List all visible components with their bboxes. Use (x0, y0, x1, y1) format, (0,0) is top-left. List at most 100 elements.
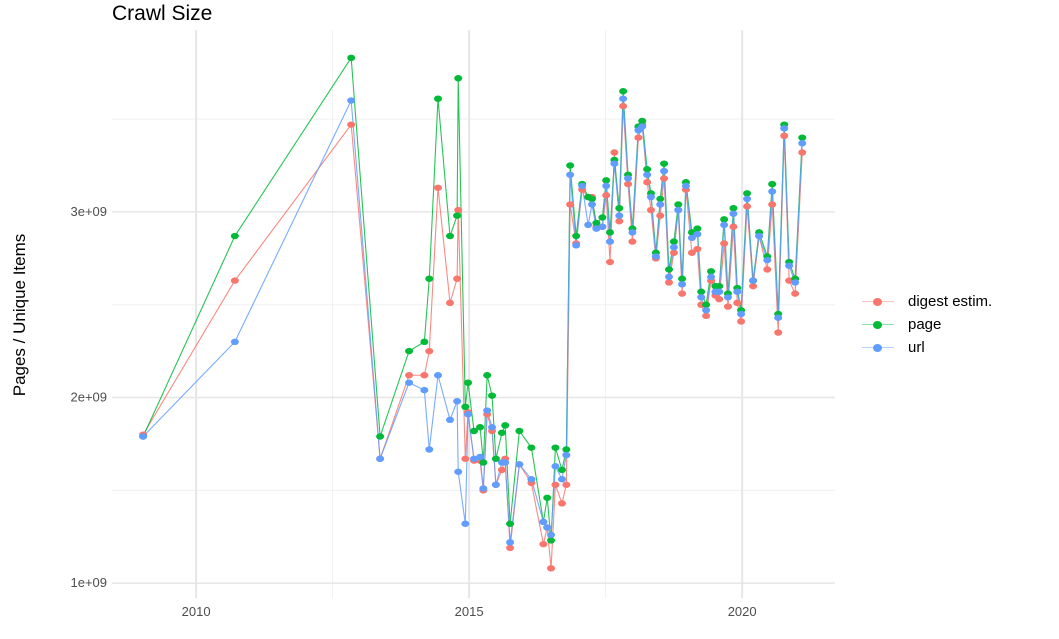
data-point-url (697, 294, 706, 301)
data-point-url (693, 230, 702, 238)
data-point-digest-estim (749, 282, 758, 290)
data-point-digest-estim (454, 206, 463, 214)
x-tick-label: 2010 (182, 604, 211, 619)
data-point-digest-estim (643, 179, 652, 186)
y-tick-label: 1e+09 (70, 575, 107, 590)
data-point-url (506, 539, 515, 546)
data-point-url (551, 463, 560, 470)
data-point-digest-estim (434, 184, 443, 191)
legend-item: url (860, 336, 992, 359)
data-point-url (733, 288, 742, 295)
data-point-page (454, 75, 463, 82)
data-point-digest-estim (768, 201, 777, 208)
data-point-url (646, 193, 655, 201)
data-point-url (376, 455, 385, 462)
data-point-url (687, 234, 696, 242)
data-point-page (425, 275, 434, 282)
data-point-page (376, 433, 385, 440)
data-point-url (592, 225, 601, 232)
data-point-page (501, 422, 510, 429)
data-point-url (610, 160, 619, 167)
data-point-digest-estim (606, 258, 615, 266)
data-point-page (461, 403, 470, 411)
data-point-page (497, 429, 506, 436)
data-point-url (619, 95, 628, 102)
data-point-page (566, 162, 575, 169)
legend: digest estim. page url (860, 290, 992, 359)
data-point-page (230, 232, 239, 240)
data-point-digest-estim (729, 223, 738, 230)
data-point-url (643, 171, 652, 178)
data-point-url (501, 459, 510, 466)
data-point-url (578, 182, 587, 190)
data-point-digest-estim (497, 466, 506, 474)
data-point-page (660, 160, 669, 167)
data-point-url (664, 273, 673, 281)
data-point-page (551, 444, 560, 451)
data-point-page (602, 177, 611, 184)
data-point-url (587, 201, 596, 208)
data-point-url (606, 238, 615, 245)
data-point-url (584, 221, 593, 229)
y-tick-label: 2e+09 (70, 390, 107, 405)
data-point-url (464, 411, 473, 418)
series-line-digest-estim (142, 106, 803, 569)
data-point-url (768, 188, 777, 195)
data-point-url (638, 123, 647, 130)
data-point-page (798, 134, 807, 141)
data-point-page (743, 190, 752, 197)
data-point-url (791, 279, 800, 286)
data-point-page (543, 494, 552, 501)
data-point-page (587, 195, 596, 203)
data-point-url (674, 206, 683, 214)
x-tick-label: 2015 (455, 604, 484, 619)
data-point-url (405, 379, 414, 386)
data-point-url (488, 424, 497, 431)
data-point-url (479, 485, 488, 492)
data-point-page (592, 219, 601, 227)
data-point-digest-estim (539, 540, 548, 548)
data-point-page (506, 520, 515, 527)
data-point-page (453, 212, 462, 219)
data-point-digest-estim (446, 299, 455, 307)
legend-label: url (908, 339, 925, 356)
data-point-url (669, 243, 678, 251)
chart-title: Crawl Size (112, 2, 213, 25)
data-point-page (488, 392, 497, 399)
data-point-url (651, 253, 660, 260)
data-point-page (464, 379, 473, 386)
data-point-digest-estim (669, 249, 678, 256)
data-point-page (557, 466, 566, 474)
data-point-url (461, 520, 470, 527)
data-point-url (470, 455, 479, 462)
data-point-digest-estim (660, 175, 669, 182)
data-point-url (598, 223, 607, 230)
data-point-url (139, 433, 148, 440)
data-point-digest-estim (723, 303, 732, 310)
legend-label: digest estim. (908, 293, 993, 310)
data-point-page (619, 88, 628, 95)
data-point-page (693, 225, 702, 232)
data-point-digest-estim (425, 347, 434, 355)
data-point-digest-estim (791, 290, 800, 297)
data-point-page (476, 424, 485, 431)
data-point-digest-estim (602, 192, 611, 199)
data-point-digest-estim (506, 544, 515, 552)
data-point-url (780, 125, 789, 132)
data-point-digest-estim (798, 149, 807, 156)
data-point-digest-estim (743, 203, 752, 210)
data-point-page (527, 444, 536, 451)
legend-label: page (908, 316, 942, 333)
data-point-url (737, 310, 746, 318)
data-point-url (755, 232, 764, 240)
data-point-page (420, 338, 429, 346)
data-point-digest-estim (624, 180, 633, 188)
data-point-page (434, 95, 443, 102)
data-point-digest-estim (715, 295, 724, 303)
data-point-page (562, 446, 571, 453)
data-point-url (656, 201, 665, 208)
data-point-url (715, 288, 724, 295)
data-point-url (707, 273, 716, 281)
data-point-url (453, 398, 462, 405)
